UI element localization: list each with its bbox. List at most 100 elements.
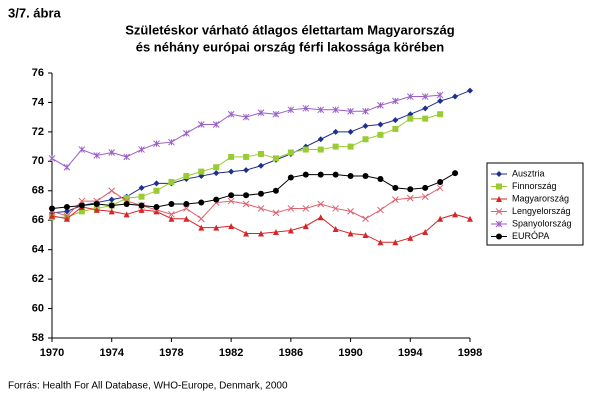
marker [406,194,414,202]
marker [452,93,459,100]
marker [467,215,473,222]
marker [362,136,369,143]
marker [168,201,175,208]
marker [63,163,71,171]
marker [422,115,429,122]
y-tick-label: 60 [32,302,44,314]
x-tick-label: 1974 [99,347,124,359]
marker [123,211,130,218]
marker [49,212,55,219]
y-tick-label: 76 [32,67,44,79]
marker [272,187,279,194]
marker [242,200,250,208]
marker [377,102,384,109]
marker [421,93,429,100]
marker [243,192,250,199]
marker [243,167,250,174]
marker [153,140,160,148]
marker [452,170,459,177]
marker [123,153,130,161]
marker [392,239,399,246]
marker [212,121,220,128]
marker [392,196,399,203]
legend-label: Ausztria [512,168,545,178]
marker [197,121,205,128]
marker [452,211,459,218]
marker [153,180,160,187]
marker [197,215,205,223]
marker [213,170,220,177]
marker [123,201,130,208]
marker [213,164,220,171]
y-tick-label: 58 [32,332,44,344]
source-note: Forrás: Health For All Database, WHO-Eur… [8,381,288,392]
legend-marker [496,171,502,177]
series-line [51,172,456,209]
marker [362,123,369,129]
marker [228,223,235,230]
marker [78,197,86,205]
x-tick-label: 1970 [40,347,64,359]
marker [243,230,250,237]
chart-title: és néhány európai ország férfi lakossága… [136,39,445,54]
marker [287,205,295,212]
marker [242,113,250,121]
marker [228,168,235,175]
marker [183,215,190,222]
x-tick-label: 1978 [159,347,183,359]
marker [287,227,294,234]
marker [392,117,399,124]
marker [332,226,339,233]
marker [302,171,309,178]
marker [392,184,399,191]
marker [422,184,429,191]
marker [302,146,309,153]
marker [198,199,205,206]
marker [317,106,325,114]
x-tick-label: 1990 [338,347,362,359]
marker [377,239,384,246]
marker [63,215,70,222]
x-tick-label: 1998 [458,347,482,359]
marker [467,87,473,94]
y-tick-label: 62 [32,273,44,285]
marker [198,224,205,231]
marker [347,128,354,135]
legend-label: EURÓPA [512,231,549,241]
y-tick-label: 72 [32,126,44,138]
marker [406,93,414,100]
marker [138,184,145,191]
marker [108,149,116,156]
marker [317,171,324,178]
figure-label: 3/7. ábra [8,5,62,20]
legend-label: Spanyolország [512,218,572,228]
marker [78,202,85,209]
marker [347,143,354,150]
marker [317,214,324,221]
marker [436,184,444,192]
marker [377,121,384,128]
marker [421,193,429,201]
marker [317,200,325,208]
marker [63,203,70,210]
marker [287,149,294,156]
marker [227,197,235,205]
x-tick-label: 1982 [219,347,243,359]
marker [332,128,339,135]
marker [437,97,444,104]
marker [362,107,369,115]
marker [227,110,235,118]
marker [332,106,339,114]
legend-marker [496,233,502,240]
marker [108,187,116,195]
marker [123,195,130,202]
marker [257,109,265,117]
x-tick-label: 1994 [398,347,423,359]
marker [347,173,354,180]
marker [258,230,264,237]
marker [302,205,310,212]
marker [407,115,414,122]
marker [272,155,279,162]
marker [63,212,71,220]
marker [183,173,190,180]
